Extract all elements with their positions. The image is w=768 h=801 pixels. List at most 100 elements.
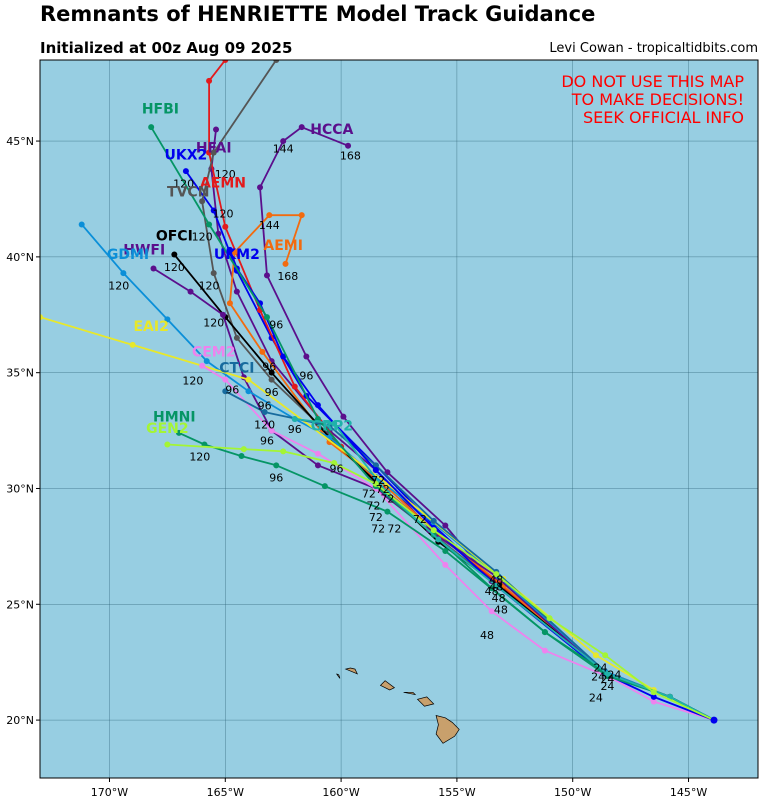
- track-point: [210, 149, 217, 156]
- track-point: [266, 212, 273, 219]
- track-line-grp2: [294, 418, 715, 721]
- track-point: [493, 571, 500, 578]
- track-point: [331, 460, 338, 467]
- track-point: [222, 223, 229, 230]
- track-point: [268, 427, 275, 434]
- model-label-hfbi: HFBI: [142, 101, 179, 117]
- track-point: [592, 652, 599, 659]
- lon-tick-label: 170°W: [91, 786, 128, 799]
- lon-tick-label: 165°W: [207, 786, 244, 799]
- forecast-hour-label: 120: [192, 231, 213, 244]
- track-point: [222, 388, 229, 395]
- forecast-hour-label: 96: [269, 319, 283, 332]
- forecast-hour-label: 48: [492, 592, 506, 605]
- init-time-subtitle: Initialized at 00z Aug 09 2025: [40, 39, 293, 57]
- lon-tick-label: 155°W: [438, 786, 475, 799]
- initial-position-point: [710, 716, 718, 724]
- track-point: [493, 582, 500, 589]
- track-point: [273, 462, 280, 469]
- forecast-hour-label: 24: [594, 661, 608, 674]
- track-point: [541, 629, 548, 636]
- track-point: [372, 466, 379, 473]
- track-point: [206, 221, 213, 228]
- forecast-hour-label: 120: [199, 279, 220, 292]
- track-point: [340, 413, 347, 420]
- island: [379, 680, 396, 691]
- track-point: [650, 689, 657, 696]
- track-point: [164, 441, 171, 448]
- forecast-hour-label: 48: [489, 573, 503, 586]
- model-label-ukx2: UKX2: [165, 148, 208, 164]
- track-point: [259, 348, 266, 355]
- forecast-hour-label: 168: [277, 270, 298, 283]
- lat-tick-label: 30°N: [6, 482, 34, 495]
- track-point: [120, 270, 127, 277]
- track-point: [345, 142, 352, 149]
- track-point: [321, 483, 328, 490]
- track-point: [150, 265, 157, 272]
- forecast-hour-label: 120: [254, 418, 275, 431]
- track-point: [384, 508, 391, 515]
- map-title: Remnants of HENRIETTE Model Track Guidan…: [40, 2, 596, 26]
- forecast-hour-label: 120: [182, 374, 203, 387]
- forecast-hour-label: 48: [489, 580, 503, 593]
- model-label-ukm2: UKM2: [214, 247, 260, 263]
- forecast-hour-label: 168: [340, 150, 361, 163]
- track-point: [442, 548, 449, 555]
- track-point: [268, 369, 275, 376]
- forecast-hour-label: 24: [600, 673, 614, 686]
- track-point: [164, 316, 171, 323]
- forecast-hour-label: 96: [262, 360, 276, 373]
- forecast-hour-label: 96: [225, 384, 239, 397]
- track-point: [226, 246, 233, 253]
- forecast-hour-label: 48: [494, 604, 508, 617]
- model-label-hwfi: HWFI: [123, 243, 165, 259]
- track-point: [314, 416, 321, 422]
- track-point: [263, 314, 270, 321]
- track-point: [546, 615, 553, 622]
- forecast-hour-label: 96: [265, 386, 279, 399]
- track-point: [268, 376, 275, 383]
- axis-ticks: 170°W 165°W 160°W 155°W 150°W 145°W 20°N 25°N 30…: [6, 135, 707, 799]
- track-point: [435, 536, 442, 543]
- island: [344, 667, 359, 675]
- track-point: [238, 453, 245, 460]
- lat-tick-label: 25°N: [6, 598, 34, 611]
- track-point: [222, 60, 229, 63]
- forecast-hour-label: 96: [288, 423, 302, 436]
- track-point: [240, 446, 247, 453]
- forecast-hour-label: 72: [367, 499, 381, 512]
- model-label-ofci: OFCI: [156, 229, 193, 245]
- track-point: [650, 693, 657, 700]
- track-point: [219, 311, 226, 318]
- warning-line: TO MAKE DECISIONS!: [571, 90, 744, 109]
- track-point: [222, 376, 229, 383]
- forecast-hour-label: 72: [371, 474, 385, 487]
- track-point: [233, 334, 240, 341]
- track-point: [314, 462, 321, 469]
- track-point: [148, 124, 155, 131]
- model-label-hfai: HFAI: [196, 141, 232, 157]
- forecast-hour-label: 24: [607, 668, 621, 681]
- lat-tick-label: 45°N: [6, 135, 34, 148]
- forecast-hour-label: 72: [413, 513, 427, 526]
- forecast-hour-label: 96: [269, 472, 283, 485]
- model-label-eai2: EAI2: [133, 319, 168, 335]
- track-point: [372, 480, 379, 487]
- track-point: [199, 362, 206, 369]
- forecast-hour-label: 96: [299, 370, 313, 383]
- forecast-hour-label: 120: [203, 316, 224, 329]
- model-label-grp2: GRP2: [311, 419, 353, 435]
- model-label-cem2: CEM2: [192, 344, 236, 360]
- track-point: [263, 272, 270, 279]
- track-point: [314, 450, 321, 457]
- track-point: [650, 698, 657, 705]
- island: [336, 673, 341, 679]
- track-point: [206, 77, 213, 84]
- lat-tick-label: 40°N: [6, 251, 34, 264]
- track-point: [488, 585, 495, 592]
- forecast-hour-label: 96: [258, 400, 272, 413]
- track-point: [282, 260, 289, 267]
